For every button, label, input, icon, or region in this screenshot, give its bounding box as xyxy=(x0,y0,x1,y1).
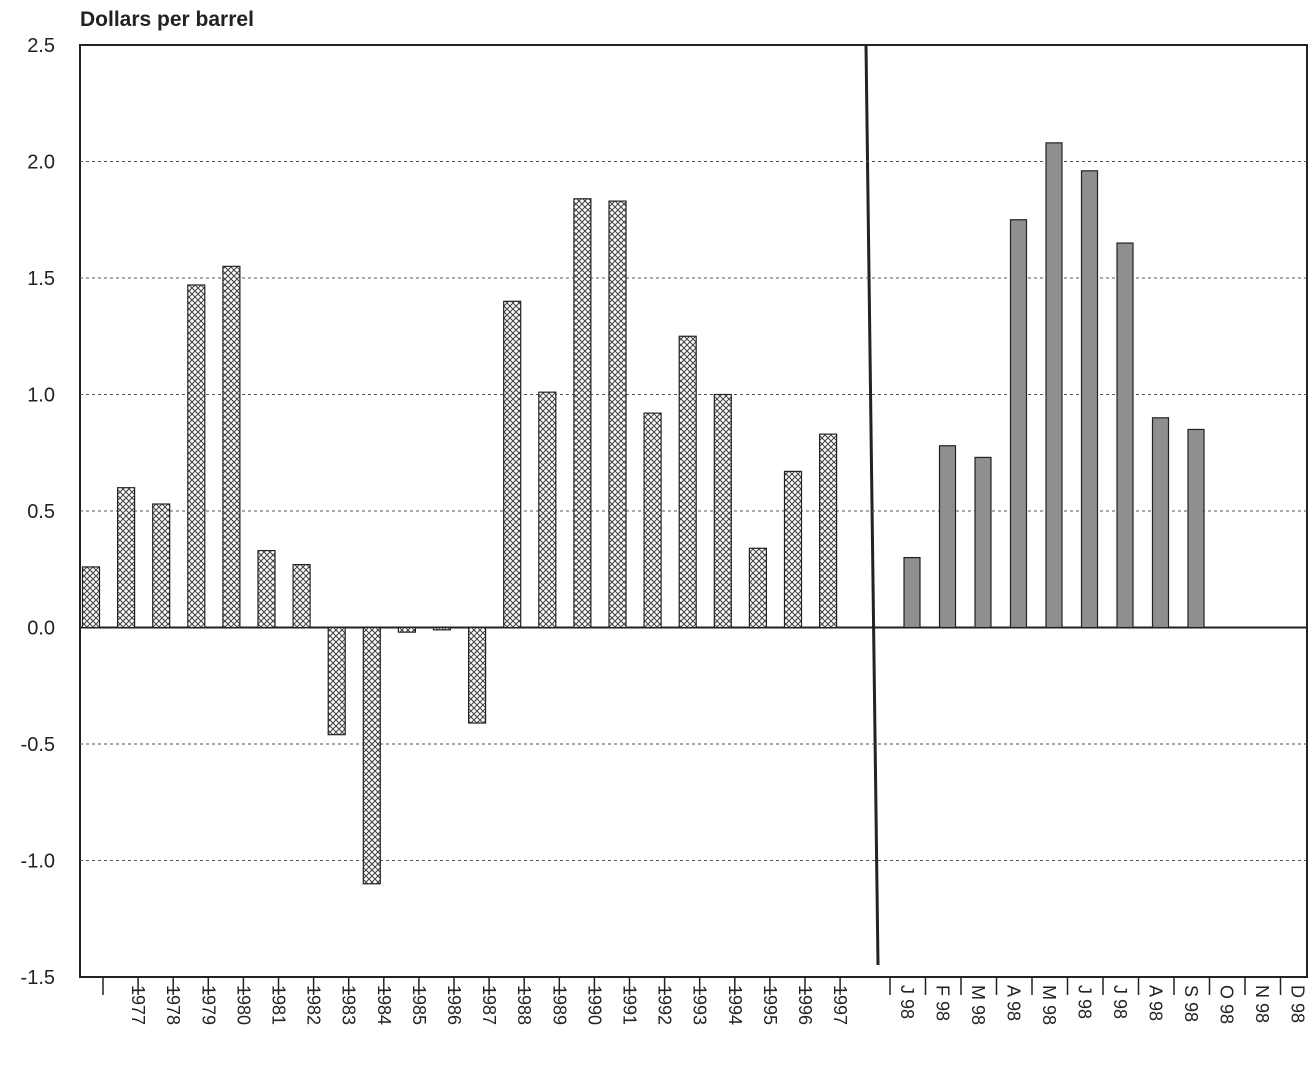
y-tick-label: 2.0 xyxy=(27,152,55,174)
x-tick-label: 1996 xyxy=(795,985,815,1025)
y-tick-label: 1.5 xyxy=(27,268,55,290)
x-tick-label: 1993 xyxy=(690,985,710,1025)
x-tick-label: 1982 xyxy=(304,985,324,1025)
bar xyxy=(187,284,206,629)
bar xyxy=(503,300,522,629)
bar xyxy=(1187,428,1205,629)
x-tick-label: D 98 xyxy=(1288,985,1308,1023)
x-tick-label: 1994 xyxy=(725,985,745,1025)
y-tick-label: 2.5 xyxy=(27,35,55,57)
bar xyxy=(1151,417,1170,629)
x-tick-label: 1980 xyxy=(233,985,253,1025)
x-tick-label: 1986 xyxy=(444,985,464,1025)
y-tick-label: 1.0 xyxy=(27,385,55,407)
y-tick-label: 0.5 xyxy=(27,501,55,523)
bar xyxy=(1080,170,1099,629)
bar xyxy=(81,566,101,629)
bar xyxy=(783,470,803,629)
x-tick-label: 1989 xyxy=(549,985,569,1025)
x-tick-label: 1991 xyxy=(620,985,640,1025)
x-tick-label: J 98 xyxy=(1110,985,1130,1019)
x-tick-label: 1984 xyxy=(374,985,394,1025)
bar xyxy=(573,198,592,629)
x-tick-label: 1995 xyxy=(760,985,780,1025)
x-tick-label: M 98 xyxy=(1039,985,1059,1025)
x-tick-label: 1992 xyxy=(655,985,675,1025)
x-tick-label: 1987 xyxy=(479,985,499,1025)
bar xyxy=(1116,242,1134,629)
x-tick-label: O 98 xyxy=(1217,985,1237,1024)
x-tick-label: 1978 xyxy=(163,985,183,1025)
axis-title: Dollars per barrel xyxy=(80,8,254,31)
x-tick-label: A 98 xyxy=(1004,985,1024,1021)
bar xyxy=(1009,219,1028,629)
bar xyxy=(643,412,662,629)
bar xyxy=(974,456,992,629)
x-tick-label: 1979 xyxy=(198,985,218,1025)
x-tick-label: S 98 xyxy=(1181,985,1201,1022)
bar xyxy=(608,200,627,629)
panel-divider xyxy=(864,44,880,966)
bar xyxy=(116,487,136,629)
y-tick-label: -0.5 xyxy=(21,734,55,756)
y-tick-label: -1.0 xyxy=(21,851,55,873)
bar xyxy=(222,265,241,629)
x-tick-label: 1990 xyxy=(584,985,604,1025)
x-tick-label: N 98 xyxy=(1252,985,1272,1023)
bar xyxy=(468,626,487,724)
bar xyxy=(1045,142,1063,629)
bar xyxy=(362,626,381,885)
x-tick-label: 1977 xyxy=(128,985,148,1025)
x-tick-label: J 98 xyxy=(1075,985,1095,1019)
bar xyxy=(903,556,921,629)
x-tick-label: 1988 xyxy=(514,985,534,1025)
x-tick-label: M 98 xyxy=(968,985,988,1025)
bar xyxy=(397,626,416,633)
bar xyxy=(152,503,171,629)
bar xyxy=(678,335,697,629)
x-tick-label: J 98 xyxy=(897,985,917,1019)
bar xyxy=(938,445,957,629)
bar xyxy=(257,550,276,629)
bar xyxy=(292,563,311,629)
x-tick-label: A 98 xyxy=(1146,985,1166,1021)
bar xyxy=(818,433,838,629)
bar xyxy=(748,547,768,629)
x-tick-label: 1981 xyxy=(269,985,289,1025)
x-tick-label: 1983 xyxy=(339,985,359,1025)
y-tick-label: 0.0 xyxy=(27,618,55,640)
y-tick-label: -1.5 xyxy=(21,967,55,989)
x-tick-label: 1997 xyxy=(830,985,850,1025)
bar xyxy=(713,393,732,629)
bar xyxy=(432,626,452,631)
bar xyxy=(538,391,557,629)
bar xyxy=(327,626,346,736)
x-tick-label: F 98 xyxy=(933,985,953,1021)
x-tick-label: 1985 xyxy=(409,985,429,1025)
